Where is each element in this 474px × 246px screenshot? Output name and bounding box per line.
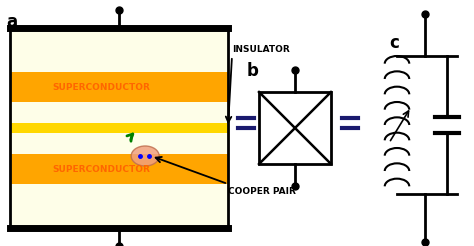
Text: INSULATOR: INSULATOR xyxy=(232,45,290,53)
Bar xyxy=(259,92,331,164)
Text: b: b xyxy=(247,62,259,80)
Bar xyxy=(10,123,228,133)
Bar xyxy=(10,28,228,228)
Bar xyxy=(10,154,228,184)
Ellipse shape xyxy=(131,146,159,166)
Bar xyxy=(10,72,228,102)
Text: COOPER PAIR: COOPER PAIR xyxy=(228,186,296,196)
Bar xyxy=(10,28,228,228)
Text: SUPERCONDUCTOR: SUPERCONDUCTOR xyxy=(53,165,151,173)
Text: SUPERCONDUCTOR: SUPERCONDUCTOR xyxy=(53,82,151,92)
Text: a: a xyxy=(6,13,17,31)
Text: c: c xyxy=(389,34,399,52)
